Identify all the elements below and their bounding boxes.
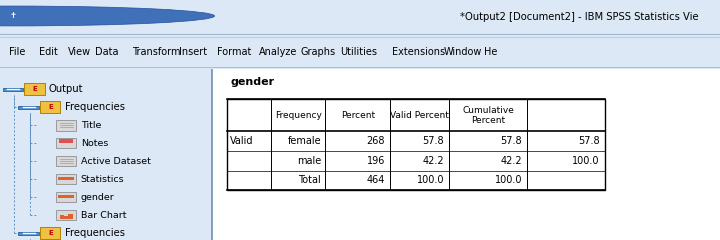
FancyBboxPatch shape bbox=[56, 120, 76, 131]
Text: View: View bbox=[68, 47, 91, 57]
Text: 42.2: 42.2 bbox=[423, 156, 444, 166]
FancyBboxPatch shape bbox=[24, 84, 45, 95]
Text: female: female bbox=[287, 136, 321, 146]
FancyBboxPatch shape bbox=[56, 192, 76, 203]
Text: Cumulative
Percent: Cumulative Percent bbox=[462, 106, 514, 125]
Bar bbox=[68, 214, 73, 219]
Text: 42.2: 42.2 bbox=[500, 156, 522, 166]
Text: E: E bbox=[48, 104, 53, 110]
Text: Frequencies: Frequencies bbox=[65, 102, 125, 112]
Bar bbox=[3, 88, 23, 91]
Text: Data: Data bbox=[95, 47, 119, 57]
Text: E: E bbox=[32, 86, 37, 92]
Text: 100.0: 100.0 bbox=[417, 175, 444, 186]
Text: Utilities: Utilities bbox=[341, 47, 377, 57]
Text: 57.8: 57.8 bbox=[578, 136, 600, 146]
FancyBboxPatch shape bbox=[40, 228, 60, 239]
FancyBboxPatch shape bbox=[56, 156, 76, 167]
Text: Total: Total bbox=[298, 175, 321, 186]
Text: Insert: Insert bbox=[179, 47, 207, 57]
Text: Title: Title bbox=[81, 121, 101, 130]
Text: 57.8: 57.8 bbox=[500, 136, 522, 146]
Text: Edit: Edit bbox=[39, 47, 58, 57]
Text: Valid: Valid bbox=[230, 136, 254, 146]
Text: 100.0: 100.0 bbox=[495, 175, 522, 186]
Text: Active Dataset: Active Dataset bbox=[81, 157, 150, 166]
Text: 100.0: 100.0 bbox=[572, 156, 600, 166]
Text: Notes: Notes bbox=[81, 139, 108, 148]
Text: *Output2 [Document2] - IBM SPSS Statistics Vie: *Output2 [Document2] - IBM SPSS Statisti… bbox=[460, 12, 698, 22]
FancyBboxPatch shape bbox=[56, 174, 76, 185]
Text: Frequencies: Frequencies bbox=[65, 228, 125, 238]
Circle shape bbox=[0, 6, 215, 26]
Bar bbox=[60, 215, 64, 219]
Bar bbox=[227, 100, 605, 190]
FancyBboxPatch shape bbox=[56, 138, 76, 149]
FancyBboxPatch shape bbox=[56, 210, 76, 221]
Text: 57.8: 57.8 bbox=[423, 136, 444, 146]
Text: Valid Percent: Valid Percent bbox=[390, 111, 449, 120]
Text: He: He bbox=[484, 47, 498, 57]
Text: Statistics: Statistics bbox=[81, 175, 125, 184]
Text: gender: gender bbox=[230, 77, 274, 87]
Text: Window: Window bbox=[444, 47, 482, 57]
Text: Percent: Percent bbox=[341, 111, 375, 120]
Text: ✝: ✝ bbox=[9, 12, 17, 20]
Text: Bar Chart: Bar Chart bbox=[81, 211, 126, 220]
Text: Transform: Transform bbox=[132, 47, 180, 57]
Text: Analyze: Analyze bbox=[259, 47, 297, 57]
Text: Graphs: Graphs bbox=[301, 47, 336, 57]
Text: File: File bbox=[9, 47, 26, 57]
Bar bbox=[58, 195, 74, 198]
Text: Extensions: Extensions bbox=[392, 47, 446, 57]
Text: 464: 464 bbox=[366, 175, 385, 186]
Bar bbox=[59, 138, 73, 143]
FancyBboxPatch shape bbox=[40, 102, 60, 113]
Text: 268: 268 bbox=[366, 136, 385, 146]
Text: Frequency: Frequency bbox=[275, 111, 322, 120]
Bar bbox=[58, 177, 74, 180]
Text: male: male bbox=[297, 156, 321, 166]
Bar bbox=[19, 232, 39, 235]
Text: Format: Format bbox=[217, 47, 252, 57]
Bar bbox=[212, 69, 720, 240]
Text: Output: Output bbox=[49, 84, 84, 94]
Bar bbox=[19, 106, 39, 109]
Text: gender: gender bbox=[81, 193, 114, 202]
Text: 196: 196 bbox=[366, 156, 385, 166]
Bar bbox=[64, 216, 68, 219]
Text: E: E bbox=[48, 230, 53, 236]
